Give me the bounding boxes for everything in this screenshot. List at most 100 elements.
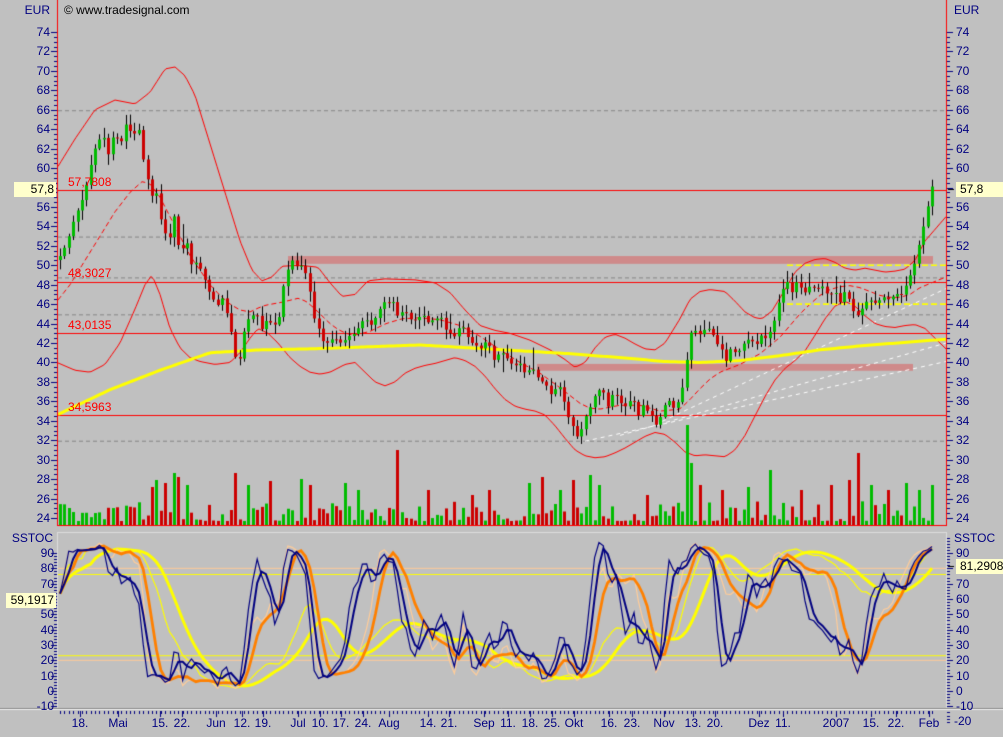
price-axis-label-left: 40 — [36, 355, 50, 370]
date-label: 11. — [775, 716, 791, 730]
hline-label-3: 43,0135 — [68, 318, 112, 332]
price-axis-label-left: 46 — [36, 297, 50, 312]
date-label: 15. — [151, 716, 169, 730]
date-label: 19. — [254, 716, 272, 730]
date-label: 11. — [500, 716, 516, 730]
date-label: 2007 — [822, 716, 850, 730]
price-axis-label-left: 52 — [36, 238, 50, 253]
price-axis-highlight-right: 57,8 — [956, 182, 1003, 197]
sstoc-axis-label-left: 90 — [40, 546, 54, 560]
price-axis-label-left: 66 — [36, 102, 50, 117]
price-axis-label-left: 28 — [36, 472, 50, 487]
date-label: 20. — [706, 716, 724, 730]
sstoc-axis-label-right: 60 — [956, 592, 970, 606]
hline-label-1: 57,7808 — [68, 175, 112, 189]
price-axis-label-left: 38 — [36, 374, 50, 389]
price-axis-label-left: 54 — [36, 219, 50, 234]
sstoc-axis-label-right: 50 — [956, 607, 970, 622]
sstoc-axis-label-left: 0 — [47, 684, 54, 698]
price-axis-label-left: 42 — [36, 336, 50, 351]
sstoc-axis-label-left: 30 — [40, 638, 54, 652]
price-axis-label-right: 52 — [956, 238, 970, 253]
price-axis-label-left: 32 — [36, 433, 50, 448]
price-axis-label-left: 34 — [36, 413, 50, 428]
price-axis-label-right: 60 — [956, 161, 970, 176]
sstoc-axis-label-right: 0 — [956, 684, 963, 698]
sstoc-axis-label-left: 40 — [40, 622, 54, 637]
price-axis-label-right: 26 — [956, 491, 970, 506]
price-axis-label-left: 72 — [36, 44, 50, 59]
price-axis-label-right: 30 — [956, 452, 970, 467]
date-label: 15. — [862, 716, 880, 730]
price-axis-label-right: 54 — [956, 219, 970, 234]
price-axis-label-left: 50 — [36, 258, 50, 273]
sstoc-axis-label-neg20: -20 — [954, 714, 972, 728]
sstoc-highlight-right: 81,2908 — [956, 559, 1003, 574]
price-axis-label-right: 62 — [956, 141, 970, 156]
price-axis-label-right: 46 — [956, 297, 970, 312]
price-axis-label-right: 44 — [956, 316, 970, 331]
sstoc-axis-label-right: -10 — [956, 699, 974, 714]
price-axis-label-left: 70 — [36, 63, 50, 78]
date-label: 16. — [600, 716, 618, 730]
hline-label-4: 34,5963 — [68, 400, 112, 414]
date-label: Dez — [748, 716, 770, 730]
sstoc-panel[interactable] — [57, 532, 947, 710]
sstoc-title-left: SSTOC — [11, 531, 53, 545]
date-label: 22. — [173, 716, 191, 730]
price-axis-label-right: 64 — [956, 122, 970, 137]
price-axis-label-right: 70 — [956, 63, 970, 78]
sstoc-axis-label-right: 10 — [956, 668, 970, 683]
price-axis-label-right: 28 — [956, 472, 970, 487]
sstoc-axis-label-right: 70 — [956, 576, 970, 591]
price-axis-label-left: 44 — [36, 316, 50, 331]
date-label: 25. — [543, 716, 561, 730]
sstoc-highlight-left: 59,1917 — [6, 593, 56, 608]
date-label: Feb — [918, 716, 940, 730]
date-label: 14. — [419, 716, 437, 730]
price-axis-label-right: 34 — [956, 413, 970, 428]
date-label: 23. — [623, 716, 641, 730]
price-axis-highlight-left: 57,8 — [14, 182, 56, 197]
price-axis-label-right: 72 — [956, 44, 970, 59]
date-label: 18. — [71, 716, 89, 730]
sstoc-title-right: SSTOC — [954, 531, 996, 545]
date-label: Nov — [653, 716, 675, 730]
date-label: Mai — [108, 716, 128, 730]
price-axis-label-left: 60 — [36, 161, 50, 176]
price-axis-label-left: 68 — [36, 83, 50, 98]
sstoc-axis-label-left: 10 — [40, 668, 54, 683]
date-label: 22. — [887, 716, 905, 730]
date-label: 13. — [684, 716, 702, 730]
price-axis-label-left: 24 — [36, 511, 50, 525]
date-label: Jul — [290, 716, 306, 730]
date-label: Okt — [564, 716, 584, 730]
price-axis-label-right: 40 — [956, 355, 970, 370]
price-axis-label-right: 38 — [956, 374, 970, 389]
date-label: 24. — [354, 716, 372, 730]
price-axis-label-left: 62 — [36, 141, 50, 156]
sstoc-axis-label-right: 30 — [956, 638, 970, 652]
date-label: 18. — [521, 716, 539, 730]
price-axis-label-right: 32 — [956, 433, 970, 448]
price-panel[interactable] — [57, 8, 947, 526]
date-label: 12. — [233, 716, 251, 730]
price-axis-label-right: 74 — [956, 25, 970, 39]
date-label: 10. — [311, 716, 329, 730]
price-axis-label-left: 56 — [36, 199, 50, 214]
price-axis-label-left: 36 — [36, 394, 50, 409]
copyright-text: © www.tradesignal.com — [64, 3, 190, 17]
sstoc-axis-label-left: 70 — [40, 576, 54, 591]
price-axis-label-right: 56 — [956, 199, 970, 214]
date-label: Jun — [206, 716, 226, 730]
sstoc-axis-label-left: -10 — [36, 699, 54, 714]
price-axis-label-right: 36 — [956, 394, 970, 409]
date-label: 21. — [440, 716, 458, 730]
sstoc-axis-label-right: 20 — [956, 653, 970, 668]
currency-label-right: EUR — [954, 3, 980, 17]
price-axis-label-left: 64 — [36, 122, 50, 137]
sstoc-axis-label-left: 20 — [40, 653, 54, 668]
price-axis-label-right: 66 — [956, 102, 970, 117]
